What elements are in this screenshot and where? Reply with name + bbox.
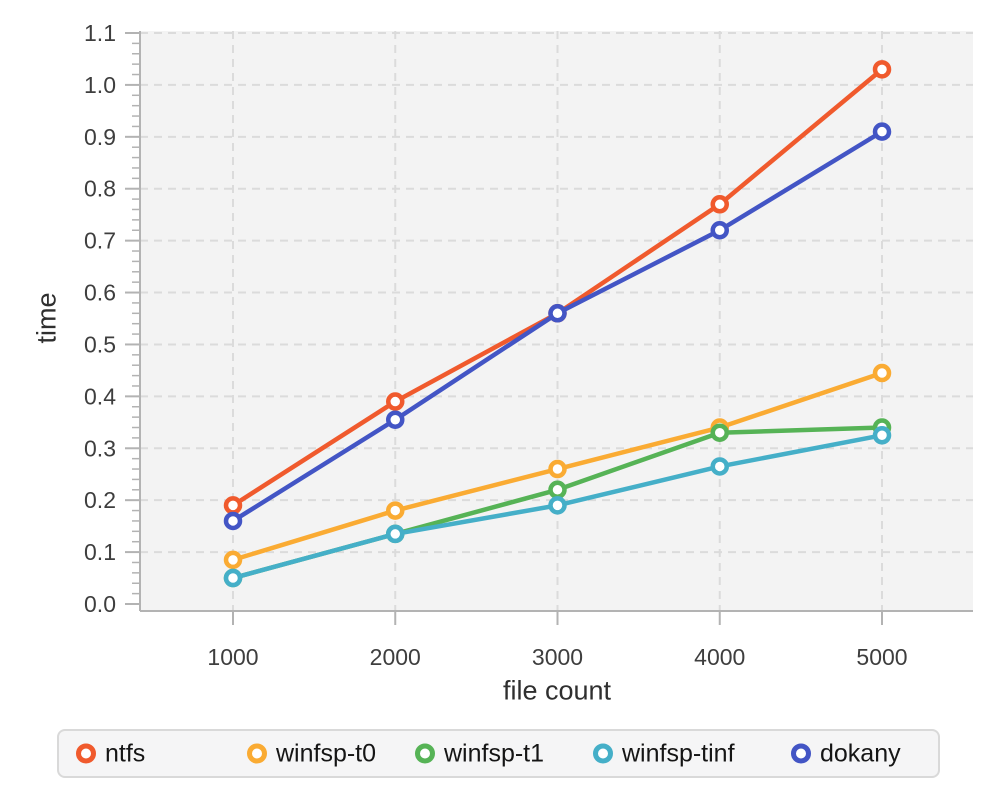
x-axis-title: file count xyxy=(502,675,612,706)
legend: ntfs winfsp-t0 winfsp-t1 winfsp-tinf dok… xyxy=(57,729,940,778)
data-point-winfsp-t0-1000 xyxy=(223,550,243,570)
svg-text:0.3: 0.3 xyxy=(84,435,116,461)
dokany-marker-icon xyxy=(791,743,811,764)
svg-text:4000: 4000 xyxy=(694,644,745,670)
legend-item-winfsp-tinf[interactable]: winfsp-tinf xyxy=(593,739,735,768)
line-chart: 0.0 0.1 0.2 0.3 0.4 0.5 0.6 0.7 0.8 0.9 1.0 1.1 1000… xyxy=(84,20,973,670)
svg-text:0.4: 0.4 xyxy=(84,383,116,409)
data-point-dokany-5000 xyxy=(872,122,892,141)
svg-text:0.8: 0.8 xyxy=(84,176,116,202)
legend-item-winfsp-t0[interactable]: winfsp-t0 xyxy=(247,739,376,768)
series-winfsp-tinf xyxy=(223,426,892,588)
svg-text:0.7: 0.7 xyxy=(84,228,116,254)
winfsp-t1-marker-icon xyxy=(415,743,435,764)
data-point-winfsp-t0-3000 xyxy=(548,459,567,479)
svg-text:0.1: 0.1 xyxy=(84,539,116,565)
svg-text:2000: 2000 xyxy=(370,644,421,670)
data-point-ntfs-1000 xyxy=(223,496,243,515)
series-dokany xyxy=(223,122,892,531)
data-point-dokany-3000 xyxy=(548,304,567,323)
data-point-winfsp-tinf-3000 xyxy=(548,496,567,515)
svg-text:0.6: 0.6 xyxy=(84,280,116,306)
data-point-dokany-2000 xyxy=(386,410,405,429)
ntfs-marker-icon xyxy=(76,743,96,764)
chart-svg: 0.0 0.1 0.2 0.3 0.4 0.5 0.6 0.7 0.8 0.9 1.0 1.1 1000… xyxy=(84,20,973,670)
winfsp-t0-marker-icon xyxy=(247,743,267,764)
legend-item-winfsp-t1[interactable]: winfsp-t1 xyxy=(415,739,544,768)
legend-item-dokany[interactable]: dokany xyxy=(791,739,901,768)
svg-text:3000: 3000 xyxy=(532,644,583,670)
svg-text:1.0: 1.0 xyxy=(84,72,116,98)
y-axis-ticks xyxy=(125,32,140,605)
x-axis-ticks xyxy=(232,611,883,625)
data-point-winfsp-t0-2000 xyxy=(386,501,405,520)
svg-text:0.2: 0.2 xyxy=(84,487,116,513)
svg-text:1.1: 1.1 xyxy=(84,20,116,46)
data-point-winfsp-t1-3000 xyxy=(548,480,567,500)
data-point-winfsp-tinf-2000 xyxy=(386,524,405,544)
data-point-winfsp-tinf-1000 xyxy=(223,568,243,588)
y-axis-labels: 0.0 0.1 0.2 0.3 0.4 0.5 0.6 0.7 0.8 0.9 1.0 1.1 xyxy=(84,20,116,617)
winfsp-tinf-marker-icon xyxy=(593,743,613,764)
axis-lines xyxy=(139,31,973,612)
svg-text:5000: 5000 xyxy=(856,644,907,670)
data-point-winfsp-t0-5000 xyxy=(872,363,892,383)
data-point-ntfs-5000 xyxy=(872,60,892,79)
data-point-ntfs-4000 xyxy=(710,195,729,214)
y-axis-title: time xyxy=(31,292,62,344)
data-point-winfsp-t1-4000 xyxy=(710,423,729,442)
data-point-ntfs-2000 xyxy=(386,392,405,411)
svg-text:0.5: 0.5 xyxy=(84,331,116,357)
legend-item-ntfs[interactable]: ntfs xyxy=(76,739,145,768)
x-axis-labels: 1000 2000 3000 4000 5000 xyxy=(207,644,907,670)
svg-text:0.0: 0.0 xyxy=(84,591,116,617)
svg-text:1000: 1000 xyxy=(207,644,258,670)
data-point-dokany-4000 xyxy=(710,221,729,240)
data-point-winfsp-tinf-4000 xyxy=(710,457,729,476)
svg-text:0.9: 0.9 xyxy=(84,124,116,150)
data-point-winfsp-tinf-5000 xyxy=(872,426,892,445)
data-point-dokany-1000 xyxy=(223,511,243,531)
